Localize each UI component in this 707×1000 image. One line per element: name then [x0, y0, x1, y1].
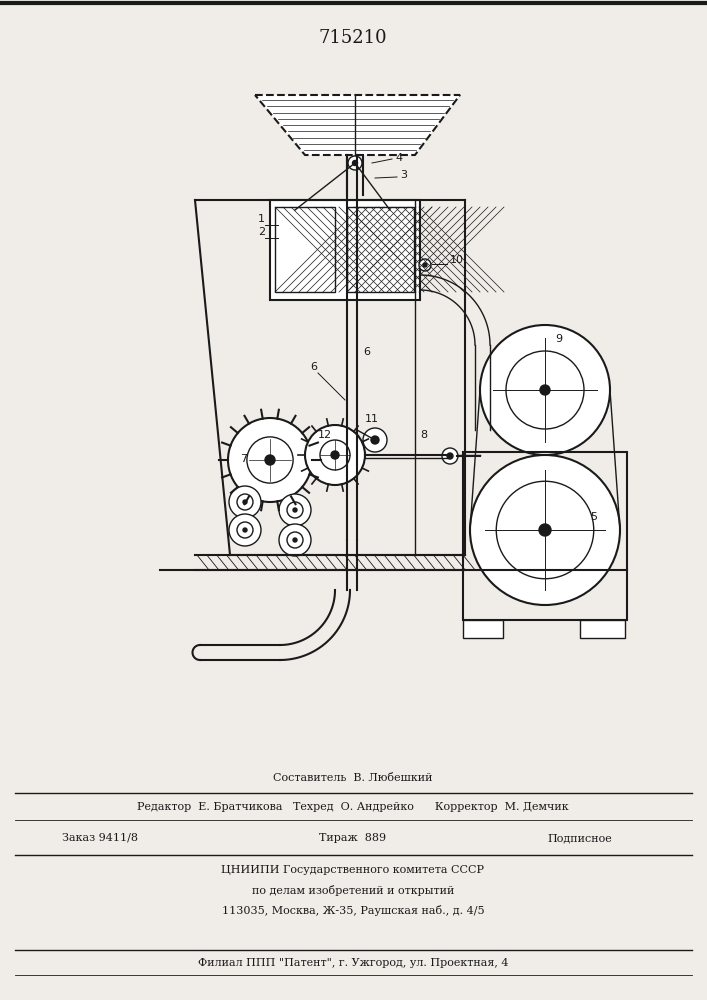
Circle shape	[237, 522, 253, 538]
Circle shape	[331, 451, 339, 459]
Circle shape	[447, 453, 453, 459]
Circle shape	[247, 437, 293, 483]
Text: 113035, Москва, Ж-35, Раушская наб., д. 4/5: 113035, Москва, Ж-35, Раушская наб., д. …	[222, 904, 484, 916]
Text: ЦНИИПИ Государственного комитета СССР: ЦНИИПИ Государственного комитета СССР	[221, 865, 484, 875]
Text: 6: 6	[363, 347, 370, 357]
Circle shape	[279, 524, 311, 556]
Text: Филиал ППП "Патент", г. Ужгород, ул. Проектная, 4: Филиал ППП "Патент", г. Ужгород, ул. Про…	[198, 958, 508, 968]
Circle shape	[348, 156, 362, 170]
Bar	[347, 207, 414, 292]
Circle shape	[305, 425, 365, 485]
Circle shape	[293, 538, 297, 542]
Text: 3: 3	[400, 170, 407, 180]
Text: 715210: 715210	[319, 29, 387, 47]
Circle shape	[243, 500, 247, 504]
Text: Редактор  Е. Братчикова   Техред  О. Андрейко      Корректор  М. Демчик: Редактор Е. Братчикова Техред О. Андрейк…	[137, 802, 569, 812]
Circle shape	[287, 532, 303, 548]
Circle shape	[506, 351, 584, 429]
Text: 12: 12	[318, 430, 332, 440]
Text: Составитель  В. Любешкий: Составитель В. Любешкий	[273, 773, 433, 783]
Text: 8: 8	[420, 430, 427, 440]
Bar	[463, 620, 503, 638]
Bar	[275, 207, 335, 292]
Circle shape	[442, 448, 458, 464]
Circle shape	[228, 418, 312, 502]
Text: 6: 6	[310, 362, 317, 372]
Text: Подписное: Подписное	[548, 833, 612, 843]
Circle shape	[279, 494, 311, 526]
Circle shape	[423, 263, 427, 267]
Bar	[270, 200, 420, 300]
Text: Тираж  889: Тираж 889	[320, 833, 387, 843]
Circle shape	[243, 528, 247, 532]
Circle shape	[363, 428, 387, 452]
Circle shape	[540, 385, 550, 395]
Text: 5: 5	[590, 512, 597, 522]
Polygon shape	[255, 95, 460, 155]
Text: Заказ 9411/8: Заказ 9411/8	[62, 833, 138, 843]
Circle shape	[237, 494, 253, 510]
Circle shape	[353, 160, 358, 165]
Bar	[580, 620, 625, 638]
Text: 1: 1	[258, 214, 265, 224]
Circle shape	[287, 502, 303, 518]
Text: 4: 4	[395, 153, 402, 163]
Circle shape	[539, 524, 551, 536]
Bar	[463, 452, 627, 620]
Circle shape	[496, 481, 594, 579]
Text: 9: 9	[555, 334, 562, 344]
Text: по делам изобретений и открытий: по делам изобретений и открытий	[252, 884, 454, 896]
Text: 10: 10	[450, 255, 464, 265]
Circle shape	[293, 508, 297, 512]
Circle shape	[419, 259, 431, 271]
Circle shape	[470, 455, 620, 605]
Text: 2: 2	[258, 227, 265, 237]
Circle shape	[371, 436, 379, 444]
Circle shape	[320, 440, 350, 470]
Text: 11: 11	[365, 414, 379, 424]
Circle shape	[265, 455, 275, 465]
Circle shape	[480, 325, 610, 455]
Text: 7: 7	[240, 454, 247, 464]
Circle shape	[229, 514, 261, 546]
Circle shape	[229, 486, 261, 518]
